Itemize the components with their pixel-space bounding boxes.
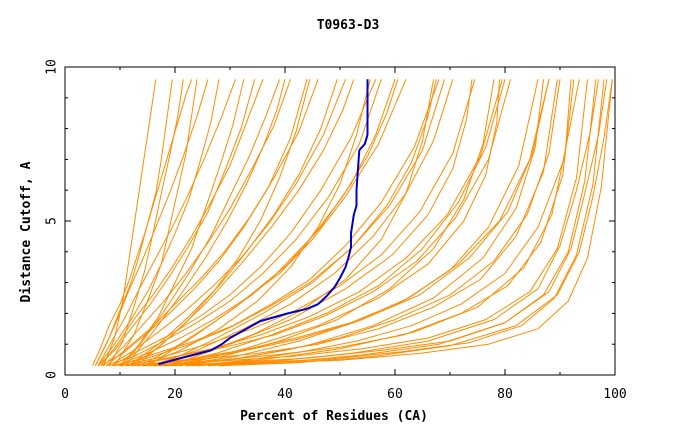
model-line-38 (106, 79, 382, 367)
model-line-43 (207, 79, 608, 367)
model-line-52 (172, 79, 550, 367)
y-tick-label: 0 (45, 371, 60, 379)
model-line-53 (94, 79, 173, 367)
model-line-20 (114, 79, 198, 367)
model-line-19 (163, 79, 613, 367)
model-line-40 (119, 79, 503, 367)
y-tick-label: 5 (45, 217, 60, 225)
model-line-44 (218, 79, 613, 367)
model-line-29 (119, 79, 245, 367)
model-line-51 (161, 79, 506, 367)
model-line-8 (111, 79, 377, 367)
model-line-18 (158, 79, 605, 367)
model-line-48 (128, 79, 338, 367)
y-axis-label: Distance Cutoff, A (19, 161, 34, 302)
model-line-46 (191, 79, 580, 367)
x-tick-label: 80 (497, 387, 513, 402)
model-line-12 (125, 79, 511, 367)
model-line-41 (130, 79, 550, 367)
model-line-11 (119, 79, 476, 367)
model-line-3 (97, 79, 236, 367)
model-line-54 (97, 79, 220, 367)
x-tick-label: 100 (603, 387, 626, 402)
model-line-28 (108, 79, 184, 367)
model-line-14 (136, 79, 558, 367)
x-tick-label: 40 (277, 387, 293, 402)
model-line-35 (185, 79, 572, 367)
x-tick-label: 20 (167, 387, 183, 402)
model-line-26 (180, 79, 500, 367)
x-tick-label: 60 (387, 387, 403, 402)
model-line-45 (174, 79, 561, 367)
model-line-37 (100, 79, 308, 367)
x-axis-label: Percent of Residues (CA) (240, 409, 428, 424)
model-line-27 (103, 79, 157, 366)
highlight-line (158, 79, 369, 366)
model-line-32 (152, 79, 434, 367)
model-line-49 (139, 79, 396, 367)
y-tick-label: 10 (45, 59, 60, 75)
model-line-50 (150, 79, 454, 367)
model-line-47 (122, 79, 280, 367)
x-tick-label: 0 (61, 387, 69, 402)
model-line-36 (97, 79, 256, 367)
model-line-42 (196, 79, 599, 367)
series-layer (92, 79, 613, 367)
chart-title: T0963-D3 (317, 18, 380, 33)
model-line-6 (105, 79, 319, 367)
ticks-layer: 0 20 40 60 80 100 0 5 10 (45, 59, 627, 402)
model-line-7 (108, 79, 346, 367)
